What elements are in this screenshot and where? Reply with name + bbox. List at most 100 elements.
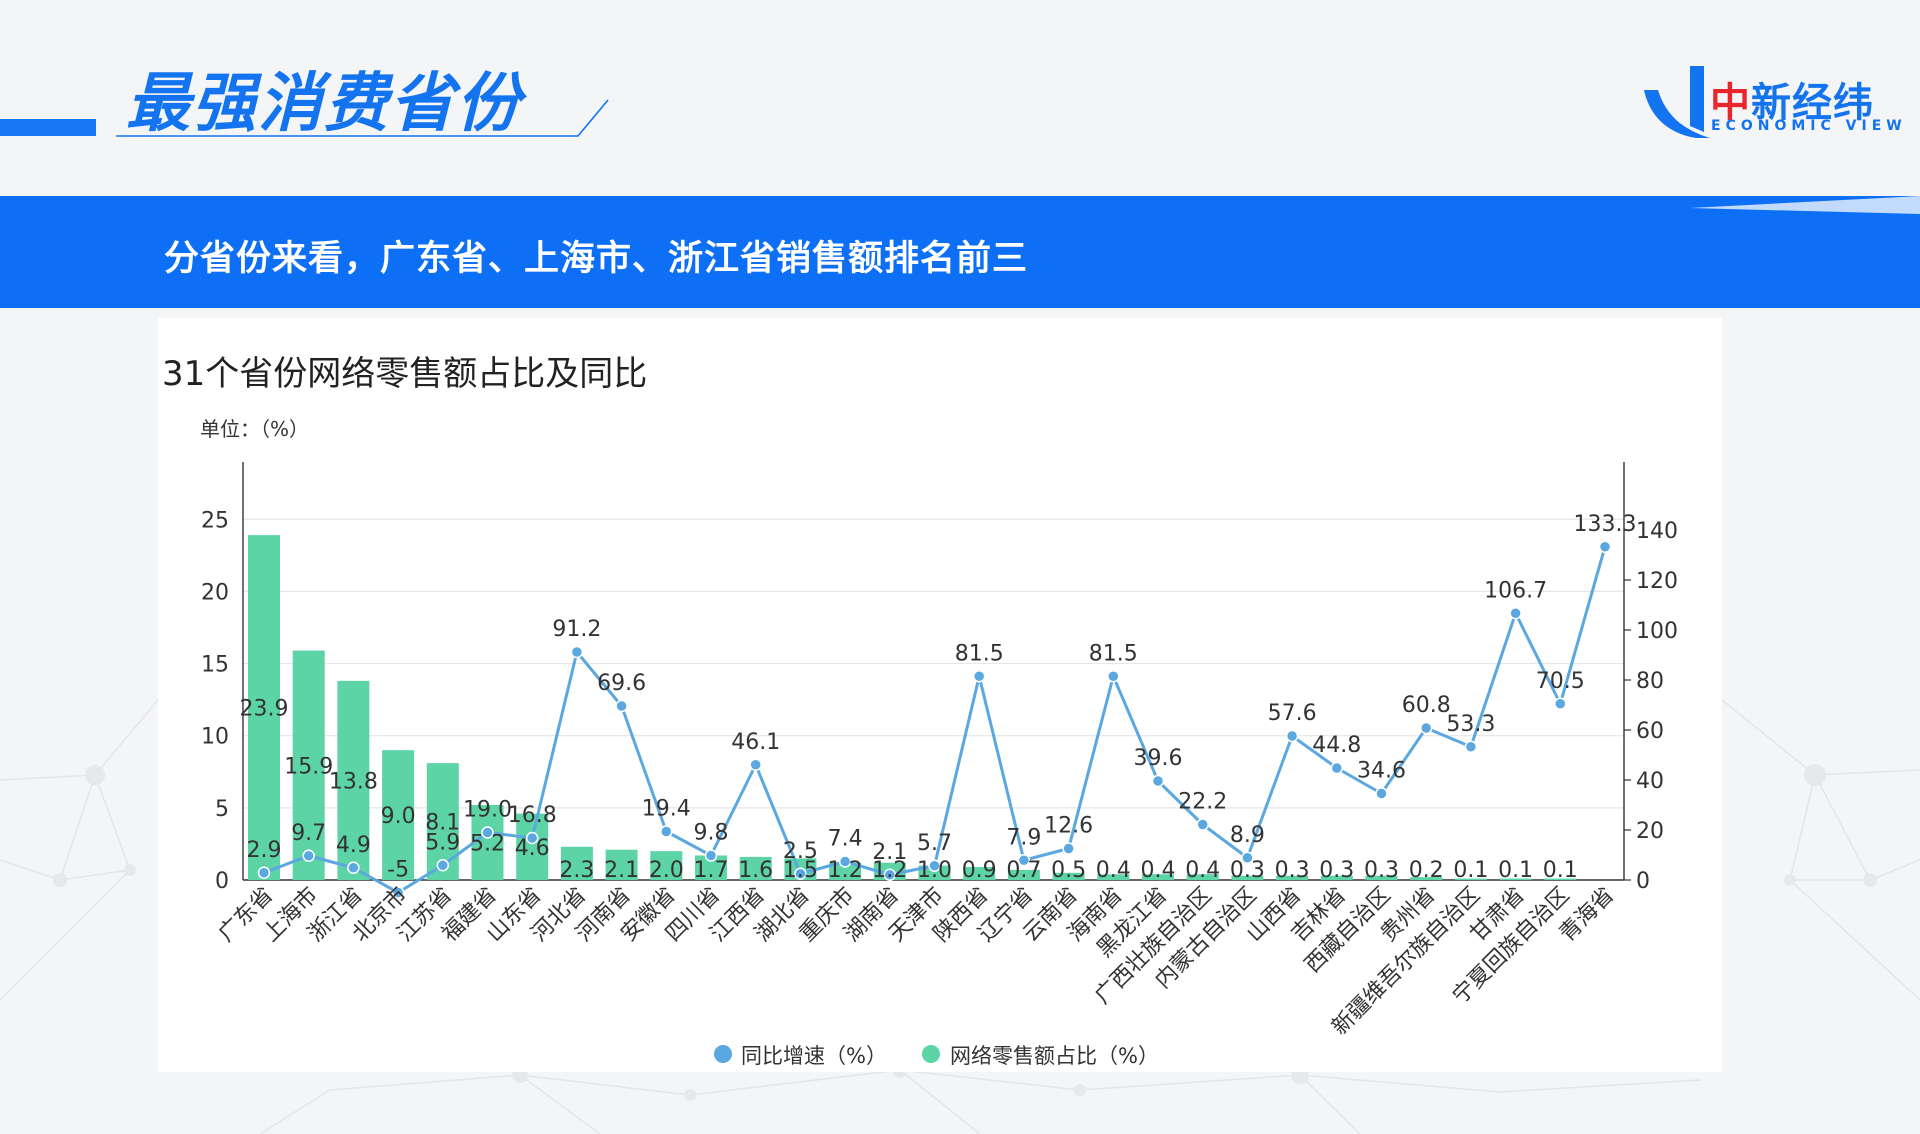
left-tick-label: 20 [201, 580, 229, 605]
growth-point [749, 758, 762, 771]
bar-value-label: 1.5 [783, 858, 818, 883]
growth-point [1509, 607, 1522, 620]
growth-value-label: 60.8 [1402, 693, 1451, 718]
growth-point [794, 867, 807, 880]
bar-value-label: 8.1 [425, 811, 460, 836]
growth-value-label: 70.5 [1536, 669, 1585, 694]
summary-banner-text: 分省份来看，广东省、上海市、浙江省销售额排名前三 [164, 239, 1029, 279]
left-tick-label: 15 [201, 653, 229, 678]
bar-value-label: 0.4 [1141, 858, 1176, 883]
bar [516, 813, 549, 880]
bar [918, 865, 951, 880]
growth-value-label: 7.4 [828, 827, 863, 852]
growth-value-label: 22.2 [1178, 790, 1227, 815]
bar [1454, 878, 1487, 880]
bar-value-label: 0.3 [1230, 858, 1265, 883]
bar [1186, 874, 1219, 880]
bar-value-label: 1.6 [738, 858, 773, 883]
bar-value-label: 23.9 [240, 697, 289, 722]
bar [471, 804, 504, 880]
bar-value-label: 0.1 [1543, 858, 1578, 883]
bar [337, 680, 370, 880]
growth-point [347, 861, 360, 874]
growth-value-label: 53.3 [1446, 712, 1495, 737]
right-tick-label: 0 [1636, 869, 1650, 894]
growth-point [1241, 851, 1254, 864]
right-tick-label: 40 [1636, 769, 1664, 794]
growth-value-label: 81.5 [1089, 641, 1138, 666]
chart-unit-label: 单位：（%） [200, 417, 310, 441]
growth-point [838, 855, 852, 868]
bar [382, 750, 415, 880]
logo-text-blue: 新经纬 [1751, 80, 1874, 126]
chart-panel [158, 318, 1722, 1072]
bar-value-label: 4.6 [515, 836, 550, 861]
bar-value-label: 0.5 [1051, 858, 1086, 883]
growth-point [257, 866, 271, 879]
left-tick-label: 5 [215, 797, 229, 822]
growth-value-label: 2.1 [872, 840, 907, 865]
bar [1231, 875, 1264, 880]
bar [248, 535, 280, 880]
growth-point [1151, 774, 1165, 788]
growth-value-label: 69.6 [597, 671, 646, 696]
growth-point [1375, 787, 1388, 800]
bar [1410, 877, 1443, 880]
growth-point [1017, 854, 1031, 867]
bar [1320, 875, 1353, 880]
growth-point [660, 825, 673, 838]
growth-point [1196, 818, 1209, 831]
right-tick-label: 20 [1636, 819, 1664, 844]
growth-value-label: 2.5 [783, 839, 818, 864]
growth-point [883, 868, 897, 881]
growth-value-label: 9.7 [291, 821, 326, 846]
growth-value-label: 19.4 [642, 797, 691, 822]
bar [650, 851, 683, 880]
right-tick-label: 60 [1636, 719, 1664, 744]
bar [560, 846, 593, 880]
bar-value-label: 2.0 [649, 858, 684, 883]
growth-value-label: 91.2 [552, 617, 601, 642]
growth-point [1330, 761, 1344, 775]
bar [1499, 878, 1532, 880]
bar-value-label: 2.1 [604, 858, 639, 883]
logo-text-red: 中 [1710, 80, 1751, 126]
growth-point [1419, 721, 1433, 735]
growth-value-label: 34.6 [1357, 759, 1406, 784]
growth-point [525, 831, 539, 845]
legend-dot-growth [714, 1045, 732, 1063]
growth-point [391, 886, 405, 899]
growth-point [1554, 697, 1567, 710]
page-title: 最强消费省份 [126, 67, 522, 141]
growth-value-label: 39.6 [1134, 746, 1183, 771]
bar [605, 849, 638, 880]
growth-value-label: 133.3 [1574, 512, 1637, 537]
growth-value-label: 106.7 [1484, 578, 1547, 603]
right-tick-label: 80 [1636, 669, 1664, 694]
growth-point [928, 859, 941, 872]
bar-value-label: 1.0 [917, 858, 952, 883]
logo-text: 中新经纬 [1710, 70, 1874, 128]
left-tick-label: 25 [201, 508, 229, 533]
bar [1052, 872, 1085, 880]
growth-value-label: 5.9 [425, 830, 460, 855]
bar [1276, 875, 1309, 880]
bar-value-label: 0.1 [1498, 858, 1533, 883]
growth-value-label: 7.9 [1006, 825, 1041, 850]
bar-value-label: 0.3 [1364, 858, 1399, 883]
bar [1544, 878, 1577, 880]
bar-value-label: 0.4 [1185, 858, 1220, 883]
bar [829, 862, 862, 880]
growth-point [615, 699, 628, 713]
left-tick-label: 0 [215, 869, 229, 894]
bar [1097, 874, 1130, 880]
growth-value-label: 19.0 [463, 798, 512, 823]
growth-point [1285, 729, 1299, 743]
growth-value-label: 46.1 [731, 730, 780, 755]
bar [1007, 869, 1040, 880]
growth-point [704, 849, 718, 862]
bar-value-label: 0.4 [1096, 858, 1131, 883]
growth-point [1598, 540, 1612, 553]
